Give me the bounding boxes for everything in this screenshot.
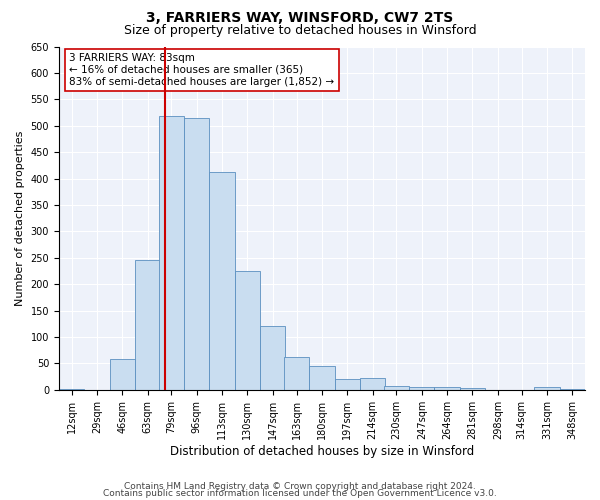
Bar: [460, 388, 485, 390]
Bar: [235, 271, 260, 390]
Text: 3 FARRIERS WAY: 83sqm
← 16% of detached houses are smaller (365)
83% of semi-det: 3 FARRIERS WAY: 83sqm ← 16% of detached …: [70, 54, 335, 86]
Bar: [209, 172, 235, 390]
Bar: [560, 389, 585, 390]
Bar: [535, 387, 560, 390]
Bar: [384, 386, 409, 390]
Y-axis label: Number of detached properties: Number of detached properties: [15, 130, 25, 306]
Text: Contains HM Land Registry data © Crown copyright and database right 2024.: Contains HM Land Registry data © Crown c…: [124, 482, 476, 491]
Bar: [434, 386, 460, 390]
Bar: [284, 357, 309, 390]
Bar: [409, 386, 434, 390]
Bar: [135, 260, 160, 390]
X-axis label: Distribution of detached houses by size in Winsford: Distribution of detached houses by size …: [170, 444, 474, 458]
Bar: [184, 118, 209, 390]
Bar: [59, 389, 84, 390]
Bar: [159, 116, 184, 390]
Bar: [260, 326, 286, 390]
Bar: [335, 380, 360, 390]
Bar: [309, 366, 335, 390]
Text: 3, FARRIERS WAY, WINSFORD, CW7 2TS: 3, FARRIERS WAY, WINSFORD, CW7 2TS: [146, 11, 454, 25]
Text: Size of property relative to detached houses in Winsford: Size of property relative to detached ho…: [124, 24, 476, 37]
Bar: [110, 359, 135, 390]
Text: Contains public sector information licensed under the Open Government Licence v3: Contains public sector information licen…: [103, 489, 497, 498]
Bar: [360, 378, 385, 390]
